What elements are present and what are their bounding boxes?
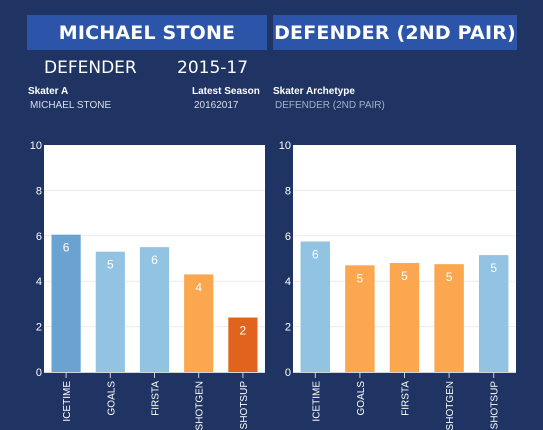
bar xyxy=(139,247,170,372)
latest-season-label: Latest Season xyxy=(192,86,260,97)
archetype-chart-svg: 0 2 4 6 8 10 6 ICETIME 5 GOALS 5 FIRSTA 5 SHOTGEN 5 SHO… xyxy=(279,140,516,430)
bar-value-label: 4 xyxy=(195,280,202,294)
bar xyxy=(51,234,81,372)
x-category-label: SHOTSUP xyxy=(490,381,501,430)
bar-value-label: 5 xyxy=(357,271,364,285)
bar-value-label: 5 xyxy=(401,269,408,283)
bar xyxy=(345,265,375,372)
x-category-label: GOALS xyxy=(356,381,367,416)
bar-value-label: 6 xyxy=(63,241,70,255)
y-tick-label: 2 xyxy=(285,322,291,334)
bar xyxy=(434,264,464,372)
y-tick-label: 8 xyxy=(36,185,42,197)
bar-value-label: 2 xyxy=(240,324,247,338)
player-name: MICHAEL STONE xyxy=(58,21,236,44)
bar xyxy=(478,255,509,372)
archetype-label: Skater Archetype xyxy=(273,86,355,97)
bar-value-label: 6 xyxy=(151,253,158,267)
y-tick-label: 8 xyxy=(285,185,291,197)
y-tick-label: 6 xyxy=(285,231,291,243)
y-tick-label: 4 xyxy=(36,276,42,288)
bar xyxy=(228,317,258,372)
bar xyxy=(300,241,331,372)
y-tick-label: 0 xyxy=(36,367,42,379)
latest-season-value: 20162017 xyxy=(194,100,239,111)
skater-chart: 0 2 4 6 8 10 6 ICETIME 5 GOALS 6 FIRSTA 4 SHOTGEN 2 SHO… xyxy=(22,140,266,430)
bar xyxy=(95,251,125,372)
skater-chart-svg: 0 2 4 6 8 10 6 ICETIME 5 GOALS 6 FIRSTA 4 SHOTGEN 2 SHO… xyxy=(30,140,265,430)
skater-label: Skater A xyxy=(28,86,69,97)
bar-value-label: 5 xyxy=(446,270,453,284)
y-tick-label: 4 xyxy=(285,276,291,288)
bar-value-label: 5 xyxy=(490,261,497,275)
x-category-label: FIRSTA xyxy=(151,381,162,416)
bar xyxy=(184,274,214,372)
position-text: DEFENDER xyxy=(44,58,137,78)
bar-value-label: 5 xyxy=(107,258,114,272)
player-name-banner: MICHAEL STONE xyxy=(27,15,267,50)
y-tick-label: 6 xyxy=(36,231,42,243)
x-category-label: SHOTGEN xyxy=(445,381,456,430)
skater-value: MICHAEL STONE xyxy=(30,100,112,111)
archetype-value: DEFENDER (2ND PAIR) xyxy=(275,100,385,111)
season-range-text: 2015-17 xyxy=(177,58,249,78)
archetype-banner: DEFENDER (2ND PAIR) xyxy=(273,15,517,50)
y-tick-label: 0 xyxy=(285,367,291,379)
archetype-chart: 0 2 4 6 8 10 6 ICETIME 5 GOALS 5 FIRSTA 5 SHOTGEN 5 SHO… xyxy=(267,140,517,430)
x-category-label: ICETIME xyxy=(62,381,73,422)
y-tick-label: 10 xyxy=(30,140,42,152)
bar-value-label: 6 xyxy=(312,247,319,261)
y-tick-label: 10 xyxy=(279,140,291,152)
bar xyxy=(389,263,420,372)
y-tick-label: 2 xyxy=(36,322,42,334)
archetype-title: DEFENDER (2ND PAIR) xyxy=(274,21,516,44)
x-category-label: GOALS xyxy=(106,381,117,416)
x-category-label: SHOTSUP xyxy=(239,381,250,430)
x-category-label: SHOTGEN xyxy=(195,381,206,430)
x-category-label: ICETIME xyxy=(311,381,322,422)
x-category-label: FIRSTA xyxy=(401,381,412,416)
